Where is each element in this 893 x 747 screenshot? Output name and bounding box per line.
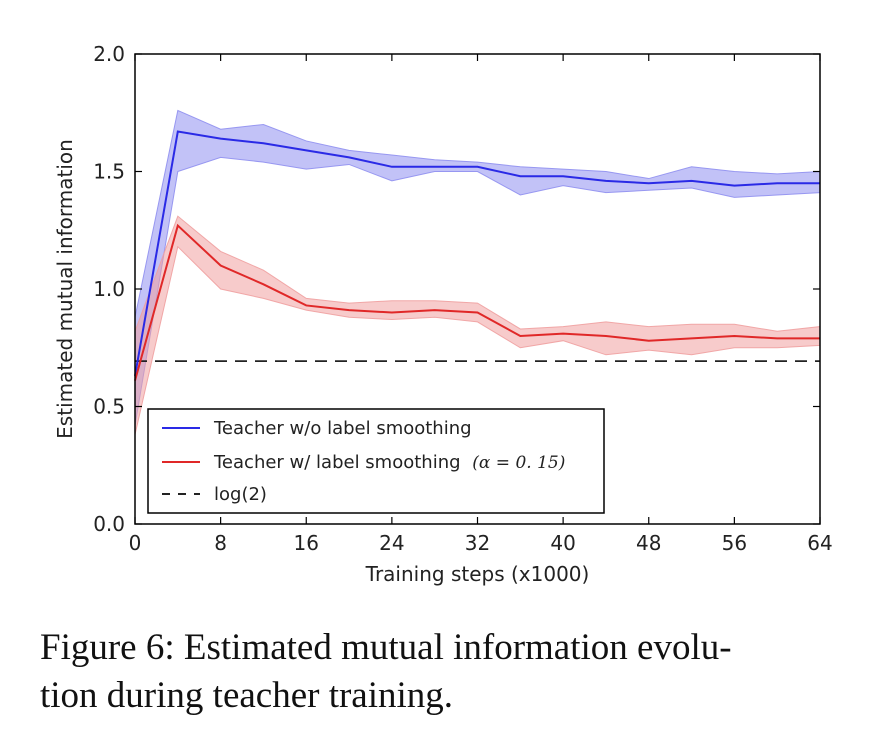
x-tick-label: 8 [214,531,227,555]
y-tick-label: 0.5 [93,395,125,419]
x-axis-label: Training steps (x1000) [365,562,590,586]
legend-label-teacher-smoothing: Teacher w/ label smoothing (α = 0. 15) [213,452,565,473]
line-series-1 [134,223,820,381]
legend-label-alpha: (α = 0. 15) [472,453,565,473]
x-tick-label: 40 [550,531,575,555]
y-axis-ticks: 0.0 0.5 1.0 1.5 2.0 [93,42,820,536]
figure-caption: Figure 6: Estimated mutual information e… [40,624,860,720]
chart: 0 8 16 24 32 40 48 56 64 0.0 0.5 1.0 1.5 2.0 Trainin… [53,42,833,586]
legend-label-teacher-no-smoothing: Teacher w/o label smoothing [213,418,472,439]
x-tick-label: 64 [807,531,832,555]
x-tick-label: 0 [129,531,142,555]
series-lines [134,130,820,381]
caption-line-2: tion during teacher training. [40,675,454,716]
y-tick-label: 0.0 [93,512,125,536]
y-tick-label: 1.0 [93,277,125,301]
x-axis-ticks: 0 8 16 24 32 40 48 56 64 [129,54,833,555]
x-tick-label: 24 [379,531,404,555]
line-series-0 [134,130,820,377]
x-tick-label: 32 [465,531,490,555]
x-tick-label: 48 [636,531,661,555]
x-tick-label: 16 [294,531,319,555]
legend: Teacher w/o label smoothing Teacher w/ l… [147,408,605,514]
caption-line-1: Figure 6: Estimated mutual information e… [40,627,732,668]
band-series-1 [134,215,821,435]
y-tick-label: 2.0 [93,42,125,66]
x-tick-label: 56 [722,531,747,555]
legend-box [147,408,605,514]
legend-label-log2: log(2) [214,484,267,505]
y-axis-label: Estimated mutual information [53,139,77,439]
y-tick-label: 1.5 [93,160,125,184]
legend-label-teacher-smoothing-name: Teacher w/ label smoothing [213,452,461,473]
